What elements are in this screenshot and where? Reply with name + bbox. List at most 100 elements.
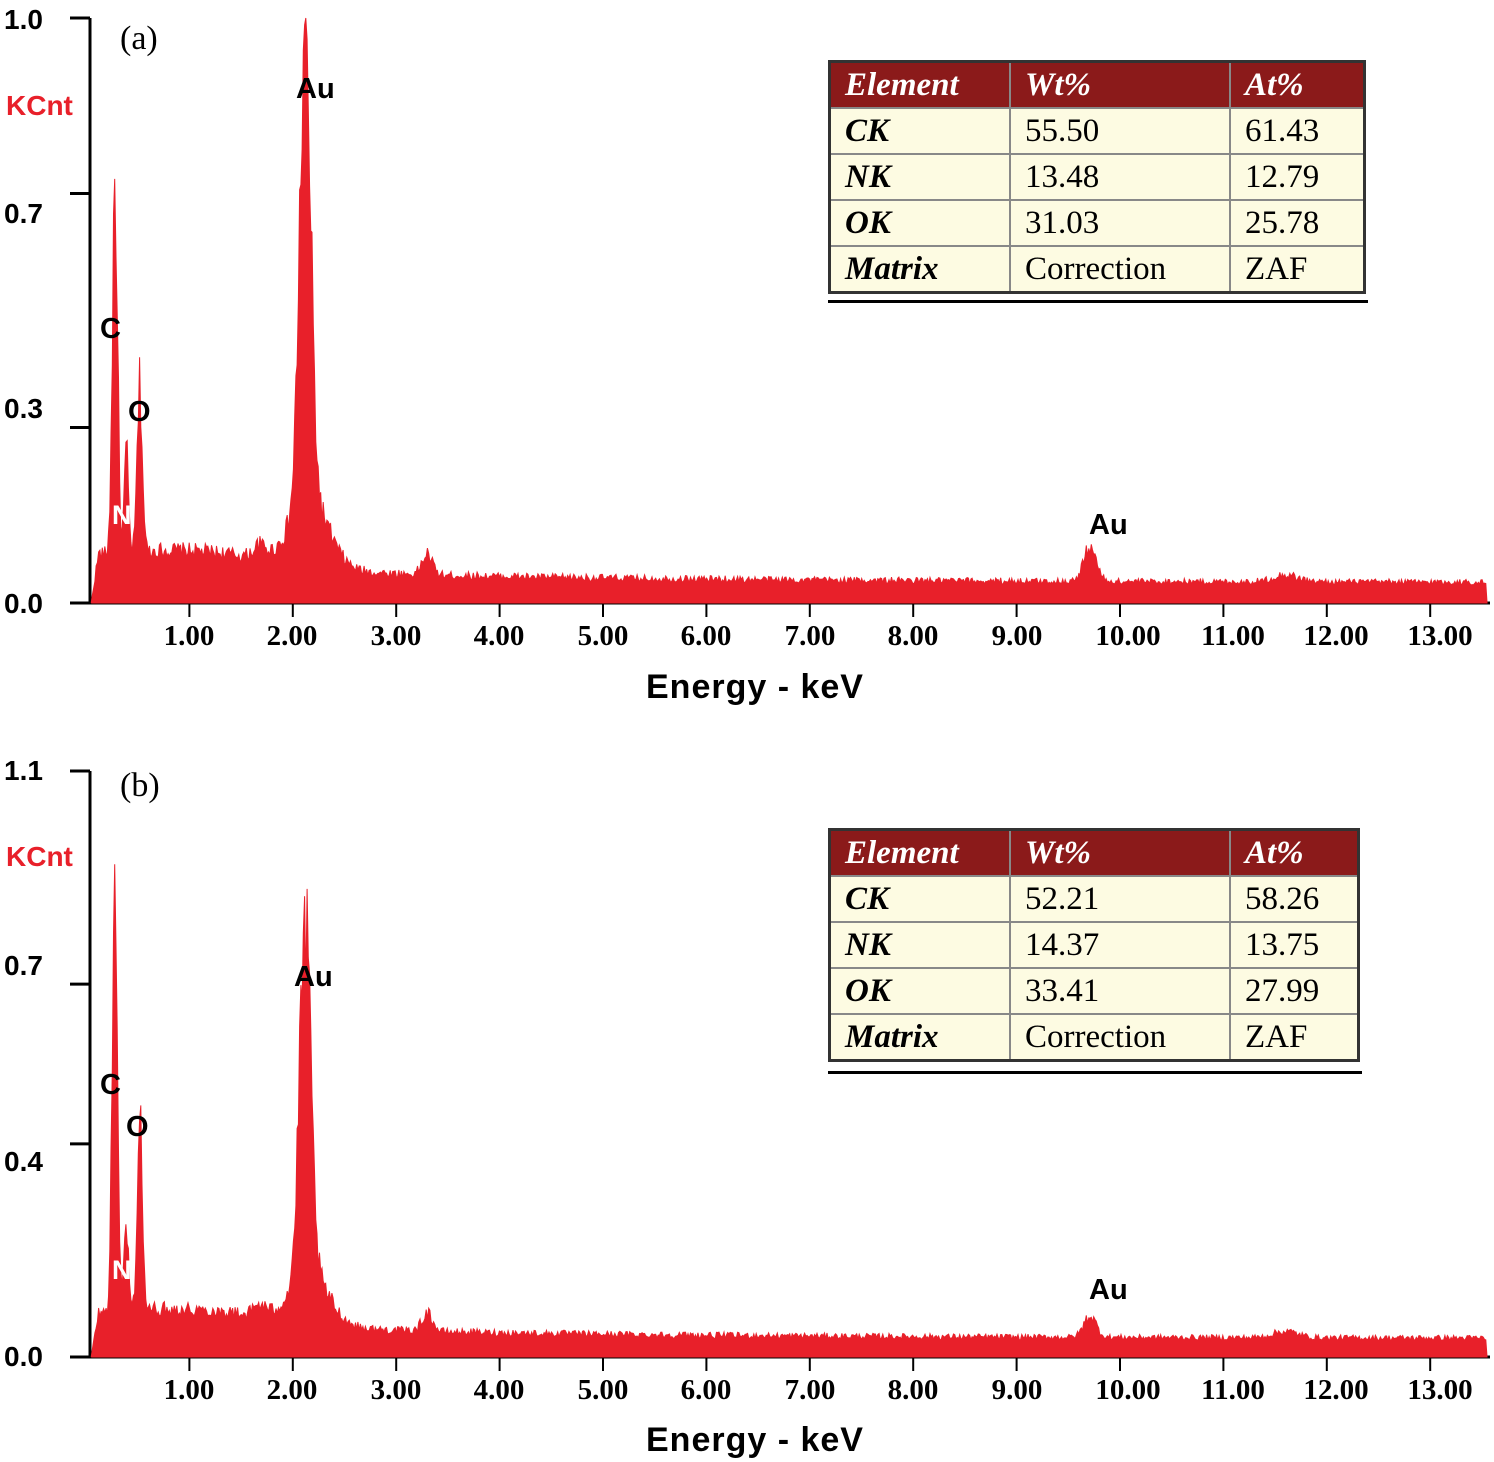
xtick-label-a: 4.00 <box>473 620 525 652</box>
xtick-label-b: 9.00 <box>991 1374 1043 1406</box>
table-row: CK 55.50 61.43 <box>828 107 1366 155</box>
xtick-label-b: 2.00 <box>266 1374 318 1406</box>
table-cell-element: CK <box>828 107 1011 155</box>
xtick-label-b: 7.00 <box>784 1374 836 1406</box>
xtick-label-a: 7.00 <box>784 620 836 652</box>
col-header-at: At% <box>1229 828 1360 877</box>
table-header-row: Element Wt% At% <box>828 828 1360 877</box>
table-cell-element: Matrix <box>828 1013 1011 1062</box>
table-cell-at: ZAF <box>1229 1013 1360 1062</box>
table-row: NK 13.48 12.79 <box>828 153 1366 201</box>
table-cell-at: 12.79 <box>1229 153 1366 201</box>
spectrum-panel-b: (b) 1.1 KCnt 0.7 0.4 0.0 Au C O N Au 1.0… <box>0 731 1494 1462</box>
y-axis-unit-a: KCnt <box>6 90 73 121</box>
table-cell-element: NK <box>828 153 1011 201</box>
table-row: Matrix Correction ZAF <box>828 1013 1360 1062</box>
table-cell-wt: Correction <box>1009 245 1231 294</box>
table-bottom-rule-b <box>828 1071 1362 1074</box>
table-cell-element: OK <box>828 199 1011 247</box>
table-cell-at: 13.75 <box>1229 921 1360 969</box>
table-cell-element: NK <box>828 921 1011 969</box>
y-axis-unit-b: KCnt <box>6 841 73 872</box>
peak-label-au-b: Au <box>294 961 333 993</box>
table-cell-wt: 52.21 <box>1009 875 1231 923</box>
xtick-label-b: 8.00 <box>887 1374 939 1406</box>
x-axis-title-b: Energy - keV <box>646 1421 864 1459</box>
xtick-label-b: 4.00 <box>473 1374 525 1406</box>
xtick-label-b: 1.00 <box>163 1374 215 1406</box>
composition-table-b: Element Wt% At% CK 52.21 58.26 NK 14.37 … <box>828 828 1360 1062</box>
table-cell-wt: 14.37 <box>1009 921 1231 969</box>
table-row: CK 52.21 58.26 <box>828 875 1360 923</box>
table-cell-at: ZAF <box>1229 245 1366 294</box>
peak-label-au2-b: Au <box>1089 1274 1128 1306</box>
xtick-label-a: 13.00 <box>1407 620 1473 652</box>
spectrum-trace <box>90 864 1488 1358</box>
ytick-label-b-0: 1.1 <box>4 755 43 786</box>
peak-label-n-b: N <box>112 1255 132 1285</box>
table-cell-wt: 13.48 <box>1009 153 1231 201</box>
xtick-label-b: 5.00 <box>577 1374 629 1406</box>
col-header-at: At% <box>1229 60 1366 109</box>
xtick-label-a: 6.00 <box>680 620 732 652</box>
table-bottom-rule-a <box>828 300 1368 303</box>
panel-label-a: (a) <box>120 20 158 57</box>
xtick-label-b: 12.00 <box>1303 1374 1369 1406</box>
xtick-label-a: 3.00 <box>370 620 422 652</box>
ytick-label-b-2: 0.4 <box>4 1146 43 1177</box>
table-row: NK 14.37 13.75 <box>828 921 1360 969</box>
table-cell-wt: 55.50 <box>1009 107 1231 155</box>
col-header-wt: Wt% <box>1009 60 1231 109</box>
xtick-label-a: 8.00 <box>887 620 939 652</box>
ytick-label-a-1: 0.7 <box>4 198 43 229</box>
table-cell-wt: Correction <box>1009 1013 1231 1062</box>
xtick-label-a: 12.00 <box>1303 620 1369 652</box>
table-cell-wt: 31.03 <box>1009 199 1231 247</box>
table-cell-element: Matrix <box>828 245 1011 294</box>
xtick-label-b: 10.00 <box>1095 1374 1161 1406</box>
xtick-label-a: 11.00 <box>1201 620 1265 652</box>
ytick-label-b-3: 0.0 <box>4 1341 43 1372</box>
xtick-label-b: 6.00 <box>680 1374 732 1406</box>
xtick-label-a: 2.00 <box>266 620 318 652</box>
col-header-element: Element <box>828 60 1011 109</box>
xtick-label-a: 1.00 <box>163 620 215 652</box>
spectrum-plot-a <box>70 16 1490 617</box>
peak-label-c-a: C <box>100 313 121 345</box>
xtick-label-a: 5.00 <box>577 620 629 652</box>
peak-label-c-b: C <box>100 1069 121 1101</box>
ytick-label-a-0: 1.0 <box>4 4 43 35</box>
col-header-element: Element <box>828 828 1011 877</box>
spectrum-plot-b <box>70 769 1490 1371</box>
table-cell-at: 27.99 <box>1229 967 1360 1015</box>
table-row: OK 33.41 27.99 <box>828 967 1360 1015</box>
table-cell-element: OK <box>828 967 1011 1015</box>
peak-label-n-a: N <box>112 500 132 530</box>
spectrum-trace <box>90 17 1488 604</box>
xtick-label-a: 9.00 <box>991 620 1043 652</box>
panel-label-b: (b) <box>120 767 160 804</box>
table-row: Matrix Correction ZAF <box>828 245 1366 294</box>
ytick-label-b-1: 0.7 <box>4 950 43 981</box>
peak-label-o-b: O <box>126 1111 149 1143</box>
table-cell-wt: 33.41 <box>1009 967 1231 1015</box>
x-axis-title-a: Energy - keV <box>646 668 864 706</box>
table-header-row: Element Wt% At% <box>828 60 1366 109</box>
table-cell-at: 61.43 <box>1229 107 1366 155</box>
xtick-label-b: 3.00 <box>370 1374 422 1406</box>
ytick-label-a-3: 0.0 <box>4 588 43 619</box>
xtick-label-b: 13.00 <box>1407 1374 1473 1406</box>
peak-label-au-a: Au <box>296 73 335 105</box>
peak-label-au2-a: Au <box>1089 509 1128 541</box>
peak-label-o-a: O <box>128 396 151 428</box>
table-cell-at: 25.78 <box>1229 199 1366 247</box>
table-row: OK 31.03 25.78 <box>828 199 1366 247</box>
table-cell-element: CK <box>828 875 1011 923</box>
table-cell-at: 58.26 <box>1229 875 1360 923</box>
xtick-label-b: 11.00 <box>1201 1374 1265 1406</box>
ytick-label-a-2: 0.3 <box>4 393 43 424</box>
spectrum-panel-a: (a) 1.0 KCnt 0.7 0.3 0.0 Au C O N Au 1.0… <box>4 4 1490 706</box>
xtick-label-a: 10.00 <box>1095 620 1161 652</box>
col-header-wt: Wt% <box>1009 828 1231 877</box>
composition-table-a: Element Wt% At% CK 55.50 61.43 NK 13.48 … <box>828 60 1366 294</box>
